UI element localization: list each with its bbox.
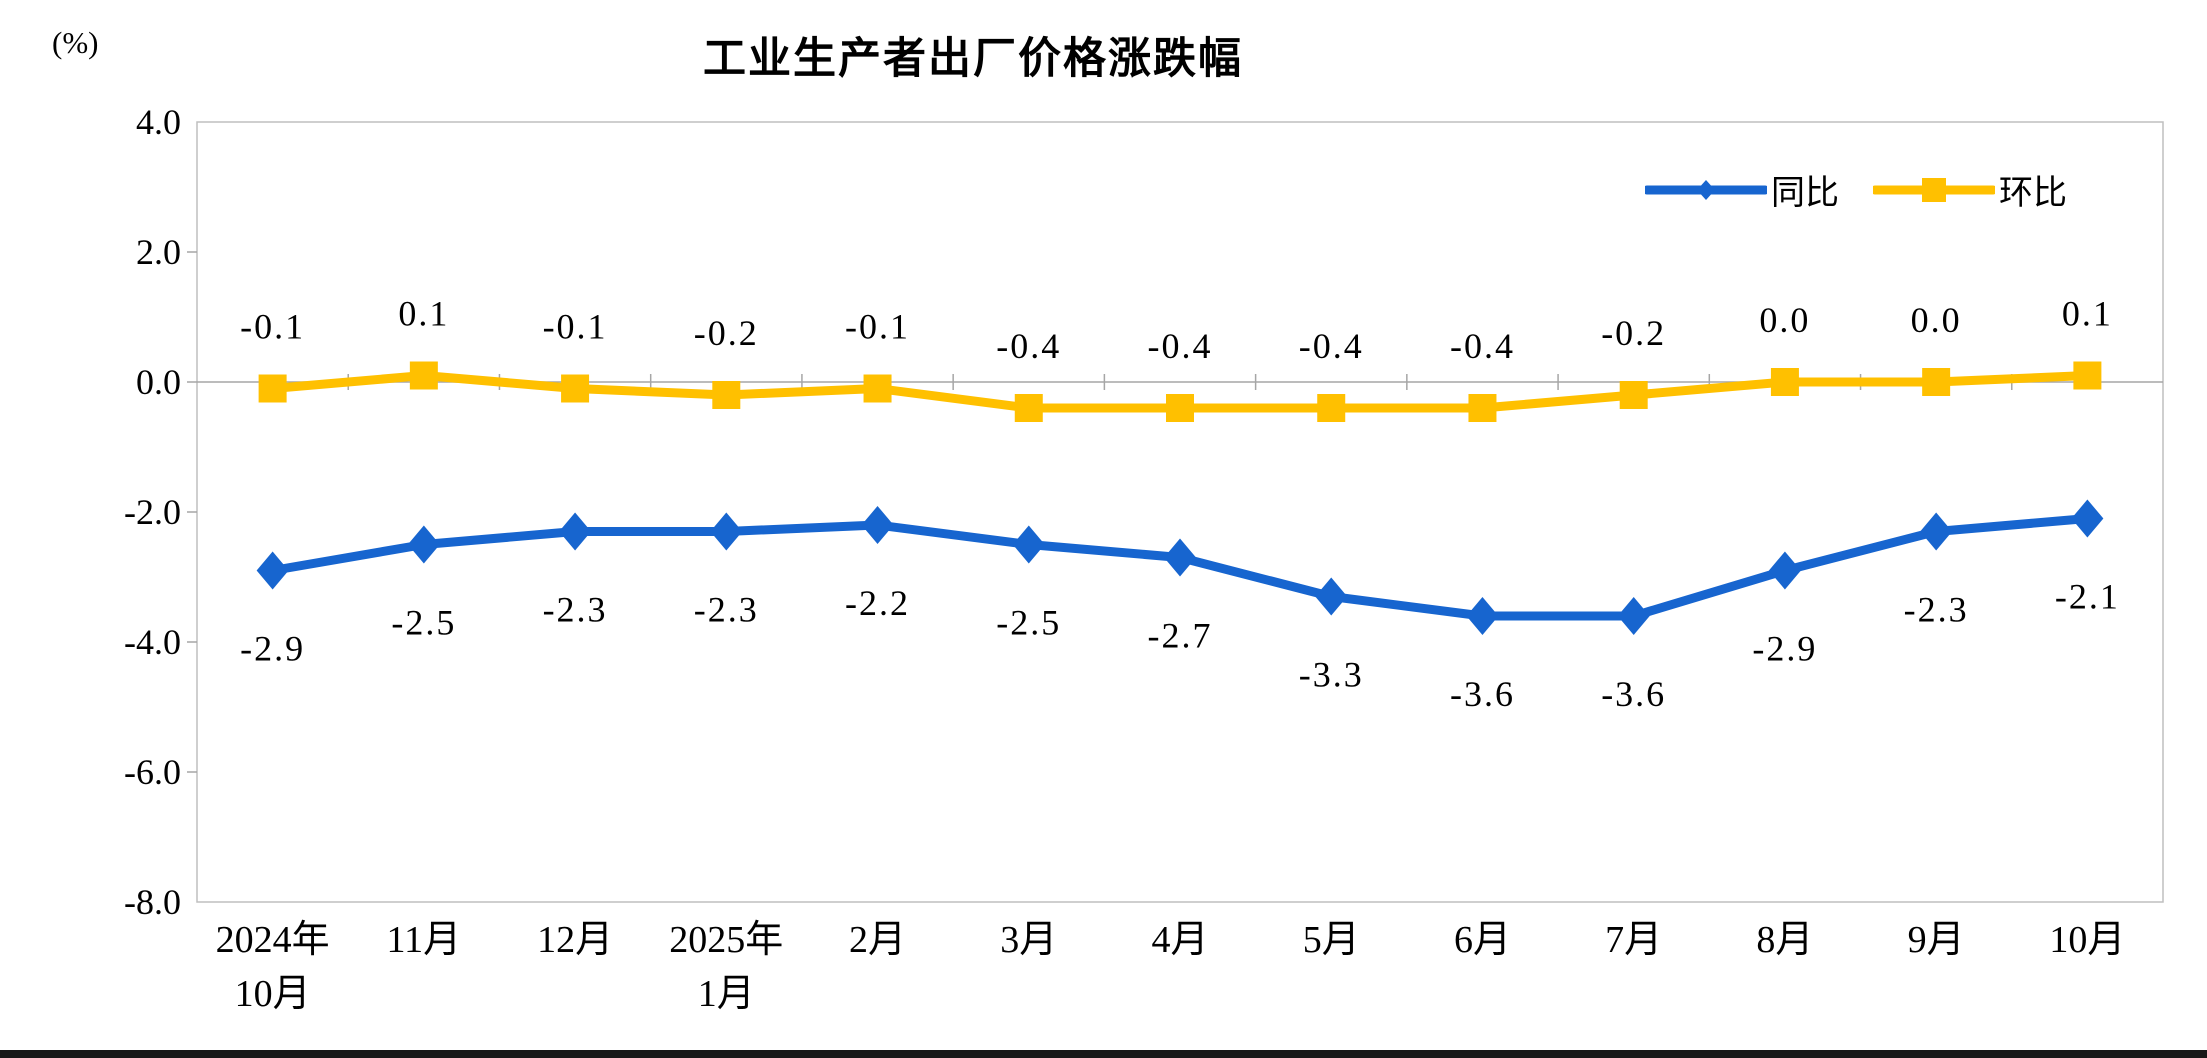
legend-swatch-mom-line-square-icon <box>1873 177 1995 202</box>
marker-diamond-yoy <box>256 551 289 590</box>
x-axis-category-label: 8月 <box>1756 919 1813 961</box>
x-axis-category-label: 3月 <box>1000 919 1057 961</box>
x-axis-category-label: 11月 <box>387 919 462 961</box>
marker-diamond-yoy <box>861 506 894 544</box>
data-label-yoy: -2.3 <box>1904 590 1969 630</box>
marker-diamond-yoy <box>1315 577 1348 616</box>
marker-square-mom <box>561 374 590 403</box>
marker-square-mom <box>1166 394 1194 422</box>
marker-diamond-yoy <box>1768 551 1801 590</box>
data-label-mom: -0.1 <box>543 307 608 347</box>
data-label-yoy: -3.6 <box>1450 674 1515 714</box>
x-axis-category-label: 4月 <box>1151 919 1208 961</box>
data-label-mom: -0.2 <box>1601 313 1666 353</box>
y-axis-tick-label: 2.0 <box>136 232 181 272</box>
y-axis-tick-label: 4.0 <box>136 102 181 142</box>
data-label-mom: 0.0 <box>1759 300 1810 340</box>
data-label-mom: -0.2 <box>694 313 759 353</box>
y-axis-tick-label: -2.0 <box>124 492 181 532</box>
data-label-yoy: -2.7 <box>1148 616 1213 656</box>
data-label-mom: -0.4 <box>1450 326 1515 366</box>
data-label-yoy: -2.9 <box>240 629 305 669</box>
data-label-mom: -0.1 <box>845 307 910 347</box>
data-label-yoy: -2.5 <box>391 603 456 643</box>
x-axis-category-label: 10月 <box>2049 919 2125 961</box>
data-label-mom: 0.1 <box>2062 294 2113 334</box>
chart-title: 工业生产者出厂价格涨跌幅 <box>703 36 1243 83</box>
x-axis-category-label: 12月 <box>537 919 613 961</box>
data-label-mom: -0.1 <box>240 307 305 347</box>
data-label-yoy: -2.3 <box>543 590 608 630</box>
marker-diamond-yoy <box>1012 525 1045 564</box>
data-label-yoy: -2.3 <box>694 590 759 630</box>
x-axis-category-label: 9月 <box>1908 919 1965 961</box>
x-axis-category-label: 5月 <box>1303 919 1360 961</box>
data-label-mom: -0.4 <box>996 326 1061 366</box>
y-axis-tick-label: -4.0 <box>124 622 181 662</box>
marker-square-mom <box>1468 394 1497 422</box>
y-axis-tick-label: 0.0 <box>136 362 181 402</box>
y-axis-unit-label: (%) <box>52 25 99 60</box>
chart-legend: 同比 环比 <box>1645 165 2067 214</box>
data-label-mom: -0.4 <box>1148 326 1213 366</box>
y-axis-tick-label: -6.0 <box>124 752 181 792</box>
marker-square-mom <box>1770 368 1799 396</box>
marker-square-mom <box>1922 368 1951 396</box>
legend-label-mom: 环比 <box>1999 175 2067 212</box>
x-axis-category-label: 2024年 10月 <box>216 919 330 1015</box>
y-axis-tick-label: -8.0 <box>124 882 181 922</box>
data-label-yoy: -3.3 <box>1299 655 1364 695</box>
page-bottom-divider <box>0 1050 2207 1058</box>
legend-swatch-yoy-line-diamond-icon <box>1645 179 1767 200</box>
x-axis-category-label: 7月 <box>1605 919 1662 961</box>
marker-square-mom <box>863 374 892 403</box>
marker-diamond-yoy <box>2071 499 2104 538</box>
x-axis-category-label: 6月 <box>1454 919 1511 961</box>
marker-diamond-yoy <box>1164 538 1196 577</box>
data-label-mom: 0.0 <box>1911 300 1962 340</box>
marker-diamond-yoy <box>407 525 440 564</box>
data-label-yoy: -3.6 <box>1601 674 1666 714</box>
marker-diamond-yoy <box>1920 512 1953 551</box>
marker-diamond-yoy <box>1617 597 1650 635</box>
marker-diamond-yoy <box>1466 597 1499 635</box>
legend-item-mom: 环比 <box>1873 165 2067 214</box>
plot-area <box>196 121 2164 903</box>
marker-square-mom <box>1317 394 1346 422</box>
legend-item-yoy: 同比 <box>1645 165 1839 214</box>
data-label-yoy: -2.5 <box>996 603 1061 643</box>
data-label-mom: 0.1 <box>398 294 449 334</box>
data-label-yoy: -2.2 <box>845 583 910 623</box>
marker-square-mom <box>409 361 438 390</box>
x-axis-category-label: 2月 <box>849 919 906 961</box>
legend-label-yoy: 同比 <box>1771 175 1839 212</box>
legend-marker-mom <box>1922 177 1946 202</box>
data-label-yoy: -2.9 <box>1752 629 1817 669</box>
marker-diamond-yoy <box>559 512 592 551</box>
legend-marker-yoy <box>1697 179 1715 200</box>
marker-square-mom <box>258 374 287 403</box>
data-label-yoy: -2.1 <box>2055 577 2120 617</box>
x-axis-category-label: 2025年 1月 <box>669 919 783 1015</box>
marker-square-mom <box>1014 394 1043 422</box>
marker-square-mom <box>2073 361 2102 390</box>
marker-diamond-yoy <box>710 512 743 551</box>
data-label-mom: -0.4 <box>1299 326 1364 366</box>
marker-square-mom <box>712 381 741 409</box>
marker-square-mom <box>1619 381 1648 409</box>
